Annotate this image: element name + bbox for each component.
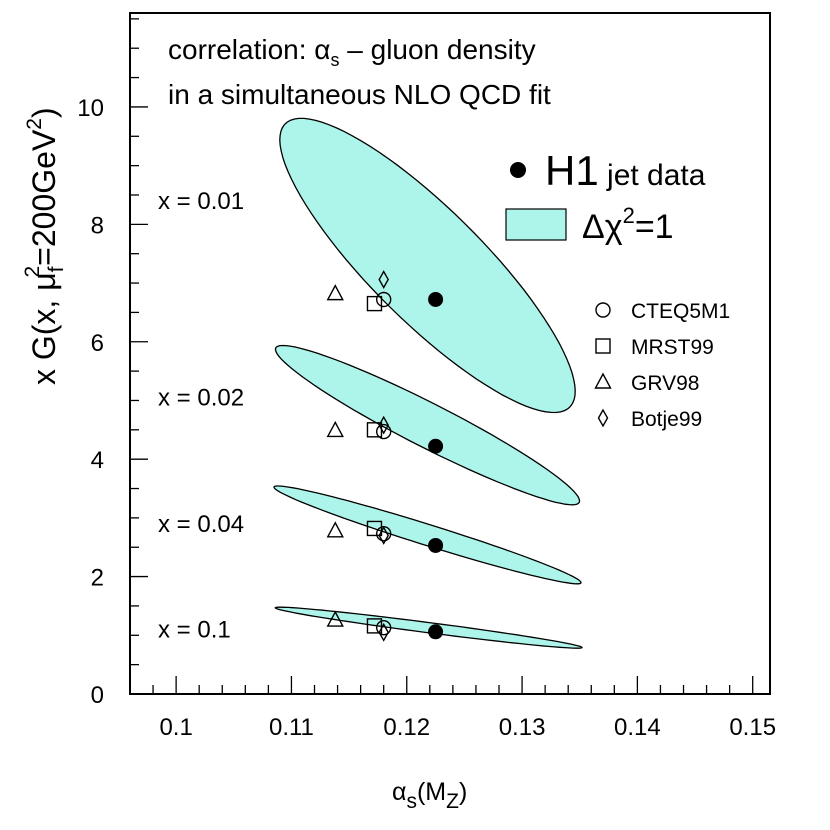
error-ellipse-1 [279,117,576,414]
pdf-point-botje99-bin4 [378,622,389,642]
legend-diamond-marker [597,408,609,428]
x-tick-label: 0.14 [614,714,661,741]
x-bin-label: x = 0.04 [158,511,244,538]
pdf-point-cteq5m1-bin1 [375,291,392,308]
h1-data-point-bin4 [428,624,444,640]
legend-band-swatch [505,208,567,241]
y-axis-label: x G(x, μf2=200GeV2) [21,107,68,385]
legend-pdf-label: CTEQ5M1 [631,300,730,323]
error-ellipse-2 [274,344,581,506]
legend-pdf-label: GRV98 [631,372,700,395]
pdf-point-cteq5m1-bin4 [375,619,392,636]
error-ellipse-4 [274,606,583,649]
x-tick-label: 0.1 [159,714,192,741]
y-tick-label: 0 [91,682,104,709]
pdf-point-grv98-bin2 [326,420,344,438]
legend-pdf-label: Botje99 [631,408,702,431]
pdf-point-mrst99-bin4 [366,618,383,634]
y-tick-label: 8 [91,212,104,239]
x-bin-labels: x = 0.01 x = 0.02 x = 0.04 x = 0.1 [158,188,244,644]
pdf-point-grv98-bin1 [326,284,344,301]
x-bin-label: x = 0.01 [158,188,244,215]
pdf-point-botje99-bin2 [378,415,389,435]
x-tick-label: 0.15 [729,714,776,741]
legend-pdf-entries: CTEQ5M1 MRST99 GRV98 Botje99 [594,300,730,431]
pdf-point-mrst99-bin3 [366,520,383,537]
h1-data-point-bin3 [428,537,444,553]
y-tick-label: 6 [91,330,104,357]
legend: H1 jet data Δχ2=1 CTEQ5M1 MRST99 GRV98 Botj… [505,147,730,431]
x-bin-label: x = 0.02 [158,385,244,412]
data-markers [326,270,444,642]
x-tick-label: 0.11 [269,714,314,741]
h1-data-point-bin2 [428,438,444,454]
error-ellipses [273,117,583,649]
error-ellipse-3 [273,485,582,585]
pdf-point-botje99-bin1 [378,270,389,289]
legend-h1-marker [510,162,526,178]
x-tick-label: 0.12 [383,714,430,741]
pdf-point-grv98-bin3 [326,521,344,538]
plot-frame [129,12,771,695]
legend-square-marker [595,338,611,354]
pdf-point-grv98-bin4 [326,610,344,627]
y-tick-label: 10 [77,95,104,122]
axes: 0.1 0.11 0.12 0.13 0.14 0.15 0 2 4 6 8 10 [77,12,776,741]
y-tick-label: 2 [91,565,104,592]
legend-circle-marker [595,302,611,318]
x-tick-label: 0.13 [499,714,546,741]
pdf-point-mrst99-bin1 [366,295,383,312]
pdf-point-cteq5m1-bin2 [375,423,392,440]
y-tick-label: 4 [91,447,104,474]
annotation-line-2: in a simultaneous NLO QCD fit [168,79,551,110]
pdf-point-botje99-bin3 [378,526,389,545]
h1-data-point-bin1 [428,291,444,307]
x-axis-label: αs(MZ) [392,778,467,813]
legend-pdf-label: MRST99 [631,336,714,359]
legend-band-label: Δχ2=1 [582,203,674,246]
annotation-line-1: correlation: αs – gluon density [168,34,536,70]
legend-h1-label: H1 jet data [545,147,706,194]
x-bin-label: x = 0.1 [158,616,231,643]
legend-triangle-marker [594,372,612,389]
